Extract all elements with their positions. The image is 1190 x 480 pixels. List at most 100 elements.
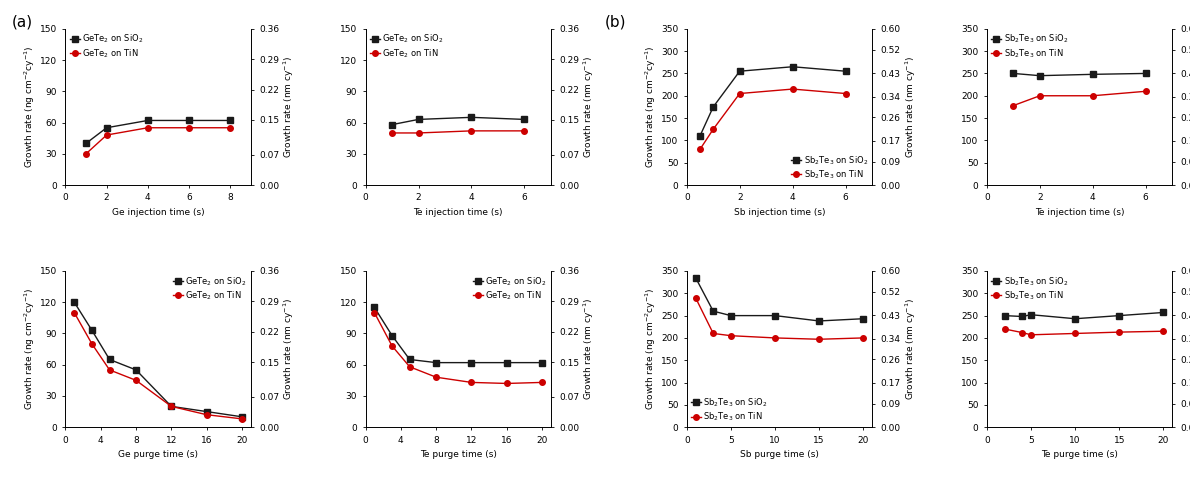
X-axis label: Ge purge time (s): Ge purge time (s) (118, 450, 198, 459)
GeTe$_2$ on TiN (223, 125, 237, 131)
GeTe$_2$ on SiO$_2$ (430, 360, 444, 365)
GeTe$_2$ on SiO$_2$ (182, 118, 196, 123)
Sb$_2$Te$_3$ on SiO$_2$ (1023, 312, 1038, 318)
Sb$_2$Te$_3$ on SiO$_2$ (706, 308, 720, 314)
GeTe$_2$ on SiO$_2$ (368, 304, 382, 310)
GeTe$_2$ on TiN (430, 374, 444, 380)
GeTe$_2$ on TiN (140, 125, 155, 131)
Line: Sb$_2$Te$_3$ on SiO$_2$: Sb$_2$Te$_3$ on SiO$_2$ (1002, 310, 1166, 322)
GeTe$_2$ on SiO$_2$ (129, 367, 143, 373)
Legend: Sb$_2$Te$_3$ on SiO$_2$, Sb$_2$Te$_3$ on TiN: Sb$_2$Te$_3$ on SiO$_2$, Sb$_2$Te$_3$ on… (789, 153, 870, 182)
X-axis label: Ge injection time (s): Ge injection time (s) (112, 208, 205, 217)
Legend: GeTe$_2$ on SiO$_2$, GeTe$_2$ on TiN: GeTe$_2$ on SiO$_2$, GeTe$_2$ on TiN (171, 274, 249, 303)
GeTe$_2$ on TiN (412, 130, 426, 136)
Sb$_2$Te$_3$ on TiN (1085, 93, 1100, 98)
Line: Sb$_2$Te$_3$ on TiN: Sb$_2$Te$_3$ on TiN (1010, 88, 1148, 108)
Line: Sb$_2$Te$_3$ on TiN: Sb$_2$Te$_3$ on TiN (1002, 326, 1166, 337)
Sb$_2$Te$_3$ on SiO$_2$ (1139, 71, 1153, 76)
GeTe$_2$ on TiN (84, 341, 99, 347)
Sb$_2$Te$_3$ on SiO$_2$ (785, 64, 800, 70)
GeTe$_2$ on SiO$_2$ (518, 117, 532, 122)
Line: GeTe$_2$ on TiN: GeTe$_2$ on TiN (83, 125, 233, 156)
GeTe$_2$ on TiN (500, 381, 514, 386)
Sb$_2$Te$_3$ on SiO$_2$ (839, 68, 853, 74)
Y-axis label: Growth rate (ng cm$^{-2}$cy$^{-1}$): Growth rate (ng cm$^{-2}$cy$^{-1}$) (644, 288, 658, 410)
Sb$_2$Te$_3$ on SiO$_2$ (768, 313, 782, 319)
GeTe$_2$ on SiO$_2$ (140, 118, 155, 123)
Line: GeTe$_2$ on TiN: GeTe$_2$ on TiN (389, 128, 527, 136)
Sb$_2$Te$_3$ on SiO$_2$ (1085, 72, 1100, 77)
Sb$_2$Te$_3$ on SiO$_2$ (1113, 313, 1127, 319)
Line: GeTe$_2$ on TiN: GeTe$_2$ on TiN (71, 310, 245, 421)
Line: Sb$_2$Te$_3$ on SiO$_2$: Sb$_2$Te$_3$ on SiO$_2$ (693, 275, 866, 324)
GeTe$_2$ on SiO$_2$ (84, 327, 99, 333)
Y-axis label: Growth rate (nm cy$^{-1}$): Growth rate (nm cy$^{-1}$) (582, 56, 596, 158)
Sb$_2$Te$_3$ on TiN (689, 295, 703, 300)
GeTe$_2$ on SiO$_2$ (384, 333, 399, 338)
Line: Sb$_2$Te$_3$ on TiN: Sb$_2$Te$_3$ on TiN (693, 295, 866, 342)
Sb$_2$Te$_3$ on TiN (733, 91, 747, 96)
Line: GeTe$_2$ on SiO$_2$: GeTe$_2$ on SiO$_2$ (389, 115, 527, 127)
Sb$_2$Te$_3$ on SiO$_2$ (1015, 313, 1029, 319)
Sb$_2$Te$_3$ on TiN (693, 146, 707, 152)
X-axis label: Sb purge time (s): Sb purge time (s) (740, 450, 819, 459)
GeTe$_2$ on TiN (164, 404, 178, 409)
GeTe$_2$ on TiN (79, 151, 93, 156)
Y-axis label: Growth rate (nm cy$^{-1}$): Growth rate (nm cy$^{-1}$) (903, 298, 917, 400)
GeTe$_2$ on TiN (534, 380, 549, 385)
Legend: Sb$_2$Te$_3$ on SiO$_2$, Sb$_2$Te$_3$ on TiN: Sb$_2$Te$_3$ on SiO$_2$, Sb$_2$Te$_3$ on… (689, 395, 770, 425)
Text: (a): (a) (12, 14, 33, 29)
Legend: GeTe$_2$ on SiO$_2$, GeTe$_2$ on TiN: GeTe$_2$ on SiO$_2$, GeTe$_2$ on TiN (68, 31, 145, 61)
Sb$_2$Te$_3$ on SiO$_2$ (1157, 310, 1171, 315)
GeTe$_2$ on TiN (234, 416, 249, 422)
Sb$_2$Te$_3$ on SiO$_2$ (689, 275, 703, 280)
Sb$_2$Te$_3$ on SiO$_2$ (1033, 73, 1047, 79)
GeTe$_2$ on SiO$_2$ (102, 357, 117, 362)
Text: (b): (b) (605, 14, 626, 29)
Line: GeTe$_2$ on TiN: GeTe$_2$ on TiN (371, 310, 545, 386)
Sb$_2$Te$_3$ on TiN (1157, 328, 1171, 334)
Line: Sb$_2$Te$_3$ on SiO$_2$: Sb$_2$Te$_3$ on SiO$_2$ (1010, 71, 1148, 78)
Y-axis label: Growth rate (nm cy$^{-1}$): Growth rate (nm cy$^{-1}$) (903, 56, 917, 158)
GeTe$_2$ on SiO$_2$ (200, 408, 214, 414)
Sb$_2$Te$_3$ on SiO$_2$ (693, 133, 707, 139)
Line: GeTe$_2$ on SiO$_2$: GeTe$_2$ on SiO$_2$ (83, 118, 233, 146)
Sb$_2$Te$_3$ on TiN (1033, 93, 1047, 98)
Sb$_2$Te$_3$ on TiN (706, 126, 720, 132)
GeTe$_2$ on SiO$_2$ (534, 360, 549, 365)
Sb$_2$Te$_3$ on TiN (768, 335, 782, 341)
Sb$_2$Te$_3$ on SiO$_2$ (733, 68, 747, 74)
Sb$_2$Te$_3$ on TiN (1139, 88, 1153, 94)
Y-axis label: Growth rate (ng cm$^{-2}$cy$^{-1}$): Growth rate (ng cm$^{-2}$cy$^{-1}$) (23, 46, 37, 168)
Sb$_2$Te$_3$ on SiO$_2$ (706, 104, 720, 110)
GeTe$_2$ on TiN (102, 367, 117, 373)
Sb$_2$Te$_3$ on TiN (997, 326, 1011, 332)
Legend: Sb$_2$Te$_3$ on SiO$_2$, Sb$_2$Te$_3$ on TiN: Sb$_2$Te$_3$ on SiO$_2$, Sb$_2$Te$_3$ on… (989, 274, 1070, 303)
Sb$_2$Te$_3$ on TiN (1067, 331, 1082, 336)
GeTe$_2$ on TiN (464, 128, 478, 134)
Sb$_2$Te$_3$ on SiO$_2$ (724, 313, 738, 319)
GeTe$_2$ on SiO$_2$ (100, 125, 114, 131)
GeTe$_2$ on TiN (518, 128, 532, 134)
GeTe$_2$ on TiN (368, 310, 382, 315)
Sb$_2$Te$_3$ on SiO$_2$ (812, 318, 826, 324)
Line: Sb$_2$Te$_3$ on SiO$_2$: Sb$_2$Te$_3$ on SiO$_2$ (697, 64, 848, 139)
X-axis label: Te purge time (s): Te purge time (s) (420, 450, 496, 459)
Line: GeTe$_2$ on SiO$_2$: GeTe$_2$ on SiO$_2$ (71, 300, 245, 420)
Sb$_2$Te$_3$ on TiN (724, 333, 738, 338)
GeTe$_2$ on TiN (402, 364, 416, 370)
GeTe$_2$ on SiO$_2$ (164, 404, 178, 409)
Sb$_2$Te$_3$ on TiN (785, 86, 800, 92)
Sb$_2$Te$_3$ on SiO$_2$ (1067, 316, 1082, 322)
Sb$_2$Te$_3$ on TiN (812, 336, 826, 342)
X-axis label: Te injection time (s): Te injection time (s) (1035, 208, 1125, 217)
Y-axis label: Growth rate (nm cy$^{-1}$): Growth rate (nm cy$^{-1}$) (582, 298, 596, 400)
GeTe$_2$ on SiO$_2$ (384, 122, 399, 128)
Sb$_2$Te$_3$ on SiO$_2$ (856, 316, 870, 322)
Sb$_2$Te$_3$ on TiN (856, 335, 870, 341)
X-axis label: Te injection time (s): Te injection time (s) (413, 208, 503, 217)
Sb$_2$Te$_3$ on TiN (1113, 329, 1127, 335)
GeTe$_2$ on SiO$_2$ (402, 357, 416, 362)
GeTe$_2$ on TiN (100, 132, 114, 138)
Sb$_2$Te$_3$ on TiN (1007, 103, 1021, 108)
